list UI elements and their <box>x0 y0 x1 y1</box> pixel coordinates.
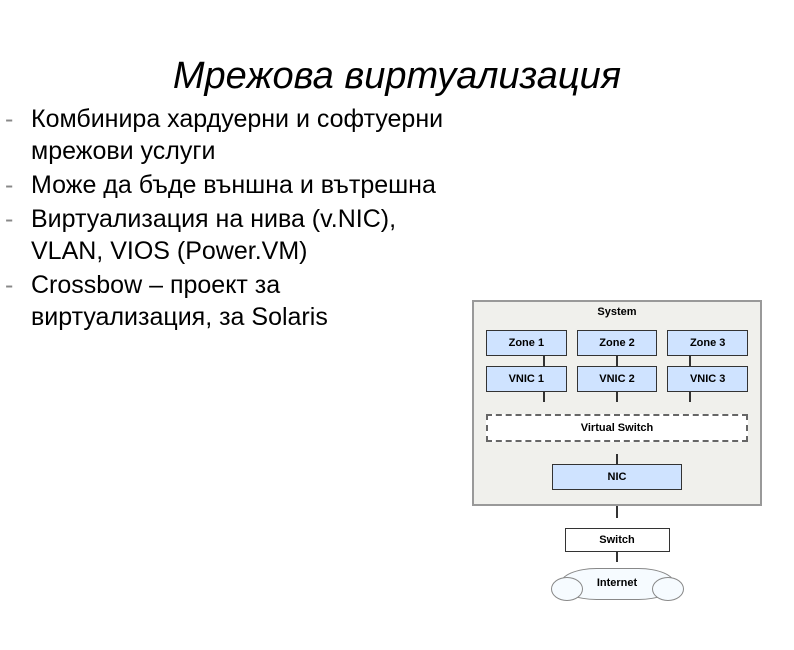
vnic-node: VNIC 2 <box>577 366 658 392</box>
virtual-switch-node: Virtual Switch <box>486 414 748 442</box>
bullet-item: Може да бъде външна и вътрешна <box>25 169 460 201</box>
links-vnic-vswitch <box>486 392 748 402</box>
link-icon <box>543 392 545 402</box>
links-zone-vnic <box>486 356 748 366</box>
nic-node: NIC <box>552 464 682 490</box>
link-icon <box>616 454 618 464</box>
link-icon <box>616 506 618 518</box>
link-icon <box>689 356 691 366</box>
switch-node: Switch <box>565 528 670 552</box>
bullet-item: Виртуализация на нива (v.NIC), VLAN, VIO… <box>25 203 460 267</box>
link-icon <box>616 552 618 562</box>
slide-title: Мрежова виртуализация <box>0 55 794 98</box>
bullet-item: Комбинира хардуерни и софтуерни мрежови … <box>25 103 460 167</box>
zone-node: Zone 2 <box>577 330 658 356</box>
zone-row: Zone 1 Zone 2 Zone 3 <box>486 330 748 356</box>
link-icon <box>616 392 618 402</box>
link-icon <box>689 392 691 402</box>
link-icon <box>543 356 545 366</box>
zone-node: Zone 3 <box>667 330 748 356</box>
link-icon <box>616 356 618 366</box>
vnic-node: VNIC 3 <box>667 366 748 392</box>
bullet-item: Crossbow – проект за виртуализация, за S… <box>25 269 460 333</box>
system-box: System Zone 1 Zone 2 Zone 3 VNIC 1 VNIC … <box>472 300 762 506</box>
zone-node: Zone 1 <box>486 330 567 356</box>
bullet-list: Комбинира хардуерни и софтуерни мрежови … <box>0 103 460 333</box>
vnic-row: VNIC 1 VNIC 2 VNIC 3 <box>486 366 748 392</box>
internet-cloud: Internet <box>560 568 675 600</box>
vnic-node: VNIC 1 <box>486 366 567 392</box>
system-label: System <box>474 306 760 318</box>
network-diagram: System Zone 1 Zone 2 Zone 3 VNIC 1 VNIC … <box>472 300 762 600</box>
